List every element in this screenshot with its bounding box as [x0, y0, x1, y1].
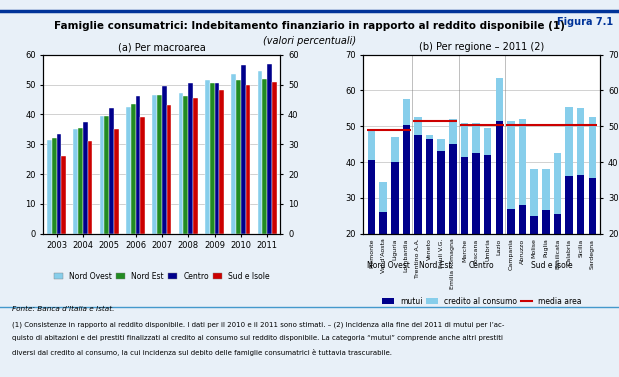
Bar — [241, 65, 246, 234]
Bar — [246, 84, 250, 234]
Text: Nord Ovest: Nord Ovest — [368, 261, 410, 270]
Bar — [114, 129, 119, 234]
Bar — [152, 95, 157, 234]
Bar — [530, 216, 538, 305]
Bar — [496, 78, 503, 121]
Bar — [461, 157, 468, 305]
Bar — [78, 128, 83, 234]
Text: Nord Est: Nord Est — [419, 261, 452, 270]
Bar — [272, 81, 277, 234]
Bar — [496, 121, 503, 305]
Bar — [379, 182, 387, 212]
Bar — [47, 140, 52, 234]
Bar — [205, 80, 210, 234]
Bar — [215, 83, 219, 234]
Bar — [519, 205, 526, 305]
Bar — [391, 162, 399, 305]
Bar — [267, 64, 272, 234]
Bar — [219, 90, 224, 234]
Bar — [530, 169, 538, 216]
Bar — [472, 153, 480, 305]
Bar — [105, 116, 109, 234]
Bar — [472, 123, 480, 153]
Bar — [368, 160, 375, 305]
Bar — [157, 95, 162, 234]
Bar — [438, 152, 445, 305]
Bar — [236, 80, 241, 234]
Bar — [391, 137, 399, 162]
Bar — [507, 209, 515, 305]
Bar — [414, 117, 422, 135]
Bar — [565, 107, 573, 176]
Text: diversi dal credito al consumo, la cui incidenza sul debito delle famiglie consu: diversi dal credito al consumo, la cui i… — [12, 349, 392, 356]
Bar — [577, 109, 584, 175]
Bar — [232, 74, 236, 234]
Bar — [507, 121, 515, 209]
Bar — [542, 169, 550, 210]
Bar — [61, 156, 66, 234]
Bar — [484, 155, 491, 305]
Text: Famiglie consumatrici: Indebitamento finanziario in rapporto al reddito disponib: Famiglie consumatrici: Indebitamento fin… — [54, 21, 565, 31]
Bar — [131, 104, 136, 234]
Bar — [141, 117, 145, 234]
Bar — [258, 71, 262, 234]
Bar — [589, 178, 596, 305]
Bar — [484, 128, 491, 155]
Bar — [179, 93, 183, 234]
Bar — [565, 176, 573, 305]
Bar — [193, 98, 197, 234]
Text: (1) Consistenze in rapporto al reddito disponibile. I dati per il 2010 e il 2011: (1) Consistenze in rapporto al reddito d… — [12, 321, 504, 328]
Bar — [162, 86, 167, 234]
Bar — [83, 122, 87, 234]
Bar — [426, 139, 433, 305]
Bar — [183, 97, 188, 234]
Text: (valori percentuali): (valori percentuali) — [263, 36, 356, 46]
Bar — [100, 116, 105, 234]
Bar — [438, 139, 445, 152]
Bar — [449, 119, 457, 144]
Bar — [136, 97, 141, 234]
Legend: mutui, credito al consumo, media area: mutui, credito al consumo, media area — [379, 294, 584, 309]
Bar — [368, 130, 375, 160]
Bar — [87, 141, 92, 234]
Bar — [188, 83, 193, 234]
Legend: Nord Ovest, Nord Est, Centro, Sud e Isole: Nord Ovest, Nord Est, Centro, Sud e Isol… — [51, 268, 272, 284]
Bar — [379, 212, 387, 305]
Bar — [519, 119, 526, 205]
Bar — [167, 106, 171, 234]
Bar — [449, 144, 457, 305]
Bar — [262, 78, 267, 234]
Bar — [542, 210, 550, 305]
Title: (a) Per macroarea: (a) Per macroarea — [118, 43, 206, 52]
Bar — [553, 153, 561, 214]
Title: (b) Per regione – 2011 (2): (b) Per regione – 2011 (2) — [419, 43, 545, 52]
Bar — [461, 123, 468, 157]
Text: Fonte: Banca d’Italia e Istat.: Fonte: Banca d’Italia e Istat. — [12, 306, 115, 312]
Bar — [126, 107, 131, 234]
Bar — [52, 138, 56, 234]
Text: Centro: Centro — [469, 261, 495, 270]
Text: Figura 7.1: Figura 7.1 — [556, 17, 613, 27]
Text: Sud e Isole: Sud e Isole — [531, 261, 573, 270]
Bar — [553, 214, 561, 305]
Bar — [577, 175, 584, 305]
Bar — [414, 135, 422, 305]
Bar — [402, 124, 410, 305]
Bar — [56, 134, 61, 234]
Bar — [426, 135, 433, 139]
Bar — [210, 83, 215, 234]
Text: quisto di abitazioni e dei prestiti finalizzati al credito al consumo sul reddit: quisto di abitazioni e dei prestiti fina… — [12, 336, 503, 342]
Bar — [589, 117, 596, 178]
Bar — [74, 129, 78, 234]
Bar — [109, 109, 114, 234]
Bar — [402, 100, 410, 124]
